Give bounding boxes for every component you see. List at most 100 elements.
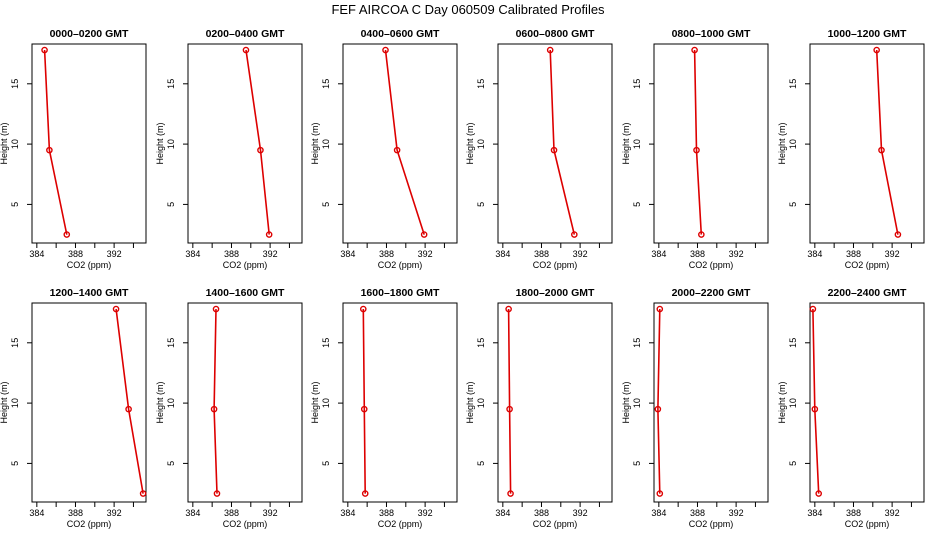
y-tick-label: 15: [10, 338, 20, 348]
data-point: [420, 231, 428, 238]
data-point: [41, 46, 48, 54]
data-point: [361, 490, 369, 497]
x-tick-label: 392: [263, 249, 278, 259]
data-point: [359, 305, 367, 313]
x-tick-label: 384: [495, 249, 510, 259]
x-tick-label: 392: [885, 508, 900, 518]
panel-title: 1600–1800 GMT: [361, 287, 440, 299]
series-line: [657, 308, 661, 494]
x-tick-label: 392: [573, 249, 588, 259]
x-tick-label: 384: [495, 508, 510, 518]
y-tick-label: 15: [321, 79, 331, 89]
series-line: [115, 308, 144, 494]
data-point: [654, 405, 662, 413]
plot-frame: [653, 302, 769, 503]
y-tick-label: 5: [632, 461, 642, 466]
series-line: [245, 49, 270, 235]
series-line: [362, 308, 366, 494]
y-tick-label: 10: [321, 398, 331, 408]
plot-frame: [31, 43, 147, 244]
x-tick-label: 392: [729, 508, 744, 518]
y-tick-label: 5: [788, 202, 798, 207]
x-tick-label: 392: [107, 508, 122, 518]
y-tick-label: 5: [476, 202, 486, 207]
x-axis-label: CO2 (ppm): [378, 519, 423, 529]
y-tick-label: 15: [321, 338, 331, 348]
y-axis-label: Height (m): [0, 381, 9, 423]
x-tick-label: 388: [846, 508, 861, 518]
x-tick-label: 388: [68, 508, 83, 518]
x-tick-label: 388: [379, 249, 394, 259]
plot-frame: [31, 302, 147, 503]
y-axis-label: Height (m): [465, 381, 475, 423]
data-point: [63, 231, 71, 238]
panel-title: 2000–2200 GMT: [672, 287, 751, 299]
y-tick-label: 15: [788, 338, 798, 348]
panel-title: 0400–0600 GMT: [361, 28, 440, 40]
x-axis-label: CO2 (ppm): [533, 260, 578, 270]
panel-title: 0200–0400 GMT: [206, 28, 285, 40]
y-axis-label: Height (m): [310, 381, 320, 423]
data-point: [265, 231, 273, 238]
x-tick-label: 384: [651, 508, 666, 518]
y-tick-label: 5: [10, 202, 20, 207]
x-axis-label: CO2 (ppm): [689, 519, 734, 529]
data-point: [139, 490, 147, 497]
data-point: [698, 231, 705, 238]
y-tick-label: 10: [166, 139, 176, 149]
x-axis-label: CO2 (ppm): [223, 260, 268, 270]
y-tick-label: 5: [10, 461, 20, 466]
data-point: [213, 490, 221, 497]
panel-title: 0000–0200 GMT: [50, 28, 129, 40]
y-axis-label: Height (m): [777, 122, 787, 164]
x-tick-label: 388: [224, 508, 239, 518]
y-tick-label: 5: [476, 461, 486, 466]
data-point: [546, 46, 554, 54]
y-tick-label: 10: [321, 139, 331, 149]
series-line: [43, 49, 68, 235]
y-axis-label: Height (m): [621, 381, 631, 423]
data-point: [571, 231, 578, 238]
y-tick-label: 5: [166, 461, 176, 466]
data-point: [393, 146, 401, 154]
y-tick-label: 10: [632, 398, 642, 408]
plot-frame: [653, 43, 769, 244]
data-point: [382, 46, 389, 54]
x-tick-label: 388: [690, 508, 705, 518]
y-tick-label: 10: [632, 139, 642, 149]
plot-frame: [342, 43, 458, 244]
x-axis-label: CO2 (ppm): [533, 519, 578, 529]
y-tick-label: 5: [166, 202, 176, 207]
y-axis-label: Height (m): [621, 122, 631, 164]
x-tick-label: 388: [379, 508, 394, 518]
y-tick-label: 15: [166, 79, 176, 89]
y-tick-label: 5: [788, 461, 798, 466]
data-point: [360, 405, 368, 413]
x-tick-label: 388: [68, 249, 83, 259]
y-tick-label: 10: [10, 139, 20, 149]
y-tick-label: 10: [788, 139, 798, 149]
y-axis-label: Height (m): [155, 381, 165, 423]
data-point: [809, 305, 817, 313]
panel-title: 1400–1600 GMT: [206, 287, 285, 299]
series-line: [549, 49, 576, 235]
panel-title: 1000–1200 GMT: [828, 28, 907, 40]
series-line: [693, 49, 703, 235]
y-tick-label: 15: [10, 79, 20, 89]
data-point: [815, 490, 822, 497]
x-tick-label: 392: [573, 508, 588, 518]
plot-frame: [809, 43, 925, 244]
x-tick-label: 388: [690, 249, 705, 259]
x-tick-label: 384: [185, 508, 200, 518]
x-tick-label: 392: [418, 508, 433, 518]
plot-frame: [187, 43, 303, 244]
data-point: [242, 46, 250, 54]
x-axis-label: CO2 (ppm): [689, 260, 734, 270]
series-line: [213, 308, 218, 494]
